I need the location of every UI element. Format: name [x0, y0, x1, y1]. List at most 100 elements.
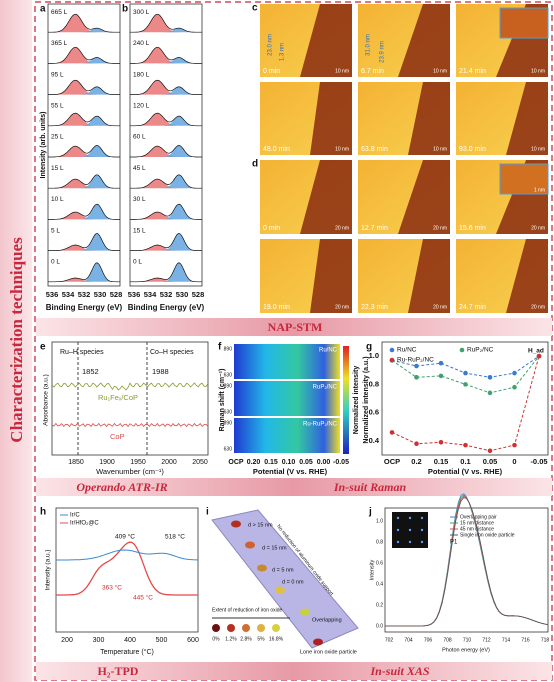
x-tick-label: 0.15: [434, 457, 449, 466]
x-tick-label: 532: [78, 290, 91, 299]
inset-dot: [396, 540, 400, 544]
particle: [245, 541, 255, 549]
x-tick-label: 534: [62, 290, 75, 299]
marker: [536, 353, 542, 359]
dose-label: 0 L: [133, 259, 142, 266]
spectrum: [130, 262, 202, 283]
series-label: Ru/NC: [319, 348, 338, 354]
peak-red: [130, 80, 202, 95]
axes: [129, 3, 203, 287]
dose-label: 365 L: [51, 40, 68, 47]
annotation: 363 °C: [102, 584, 122, 592]
legend-marker: [459, 347, 465, 353]
peak-blue: [130, 233, 202, 251]
annotation: d = 5 nm: [272, 567, 294, 573]
x-tick-label: 530: [94, 290, 107, 299]
stm-dark: [398, 4, 450, 77]
y-tick-label: 630: [224, 446, 233, 452]
peak-red: [130, 47, 202, 64]
banner-title: H₂-TPD: [98, 664, 139, 678]
x-tick-label: 2000: [161, 459, 177, 466]
particle: [257, 564, 267, 572]
panel-label: h: [40, 507, 46, 518]
x-tick-label: 528: [110, 290, 123, 299]
time-label: 0 min: [263, 225, 280, 232]
y-tick-label: 0.4: [369, 436, 380, 445]
time-label: 6.7 min: [361, 68, 384, 75]
curve: [56, 541, 198, 596]
scale-label: 10 nm: [433, 146, 447, 152]
inset: [499, 163, 549, 195]
annotation: 1852: [82, 367, 99, 376]
x-tick-label: 1900: [99, 459, 115, 466]
x-tick-label: 1950: [130, 459, 146, 466]
axis-label: Photon energy (eV): [442, 647, 490, 653]
peak-red: [130, 14, 202, 33]
x-tick-label: 600: [187, 637, 199, 644]
peak-blue: [48, 116, 120, 126]
time-label: 93.0 min: [459, 146, 486, 153]
dose-label: 45 L: [133, 165, 146, 172]
x-tick-label: 200: [61, 637, 73, 644]
dose-label: 25 L: [51, 134, 64, 141]
peak-blue: [130, 174, 202, 189]
y-tick-label: 0.2: [376, 602, 383, 608]
annotation: d = 0 nm: [282, 579, 304, 585]
dose-label: 10 L: [51, 196, 64, 203]
axes: [384, 507, 549, 633]
x-tick-label: 708: [443, 637, 452, 643]
scale-label: 10 nm: [531, 68, 545, 74]
x-tick-label: 500: [156, 637, 168, 644]
peak-blue: [48, 204, 120, 220]
y-tick-label: 630: [224, 409, 233, 415]
panel-label: i: [206, 507, 209, 518]
time-label: 48.0 min: [263, 146, 290, 153]
scale-label: 10 nm: [433, 68, 447, 74]
legend-marker: [389, 347, 395, 353]
stm-dark: [300, 4, 352, 77]
banner-title: In-suit XAS: [369, 664, 429, 678]
series-label: Ru-RuP₂/NC: [303, 422, 338, 428]
peak-blue: [130, 262, 202, 282]
axes: [55, 507, 199, 633]
spectrum: [130, 203, 202, 220]
axis-label: Temperature (°C): [100, 648, 154, 656]
peak-red: [48, 245, 120, 251]
x-tick-label: 710: [463, 637, 472, 643]
annotation: Co–H species: [150, 349, 194, 356]
annotation: 518 °C: [165, 533, 185, 541]
time-label: 0 min: [263, 68, 280, 75]
marker: [438, 373, 444, 379]
scale-label: 20 nm: [531, 225, 545, 231]
banner: [36, 662, 552, 680]
series-label: RuP₂/NC: [313, 385, 338, 391]
banner: [36, 318, 552, 336]
x-tick-label: 534: [144, 290, 157, 299]
curve: [56, 549, 198, 561]
axis-label: Potential (V vs. RHE): [253, 467, 328, 476]
axis-label: Intensity (a.u.): [45, 549, 52, 590]
time-label: 12.7 min: [361, 225, 388, 232]
time-label: 21.4 min: [459, 68, 486, 75]
peak-red: [130, 146, 202, 157]
peak-blue: [48, 233, 120, 251]
marker: [487, 375, 493, 380]
inset: [499, 7, 549, 39]
particle: [231, 520, 241, 528]
spectrum: [48, 46, 120, 64]
panel-label: g: [366, 342, 372, 353]
stm-dark: [398, 160, 450, 234]
spectrum: [48, 145, 120, 158]
annotation: 1.3 nm: [280, 43, 286, 61]
x-tick-label: 1850: [68, 459, 84, 466]
marker: [512, 384, 517, 390]
scale-label: 20 nm: [531, 304, 545, 310]
marker: [463, 382, 468, 387]
dose-label: 300 L: [133, 9, 150, 16]
axis-label: Binding Energy (eV): [128, 303, 205, 312]
heatmap: [234, 344, 340, 379]
panel-label: j: [368, 507, 372, 518]
peak-blue: [48, 57, 120, 64]
x-tick-label: 300: [93, 637, 105, 644]
swatch: [227, 624, 235, 632]
